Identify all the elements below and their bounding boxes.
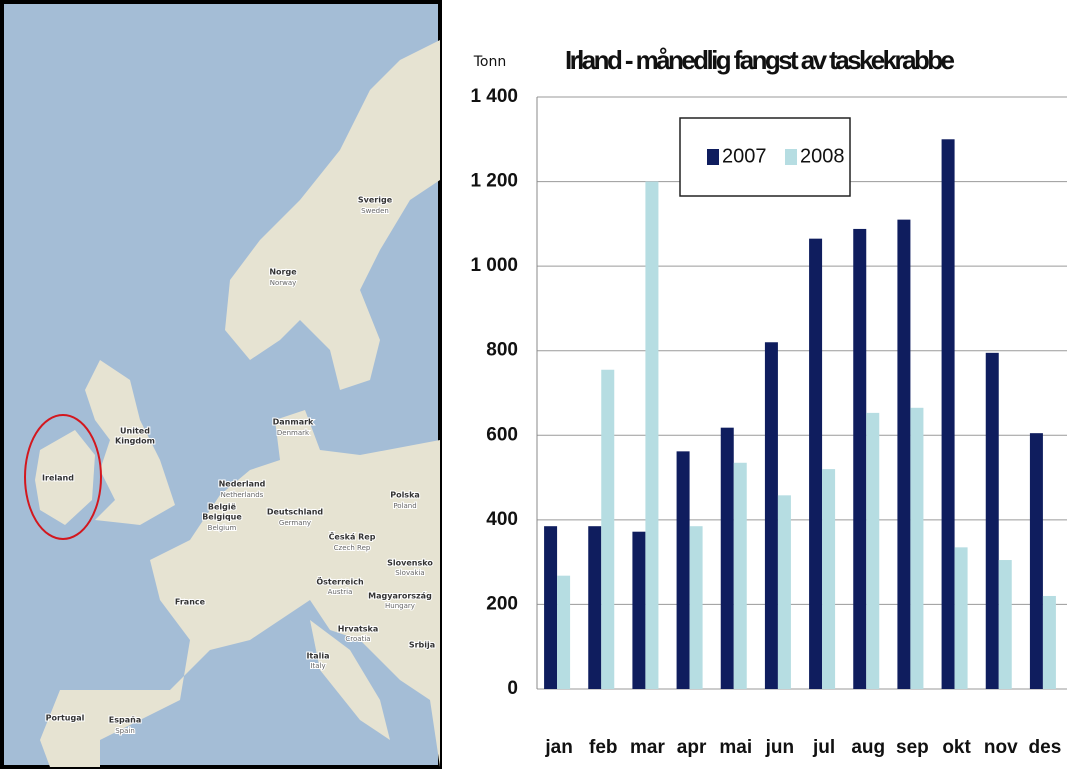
y-tick-label: 1 000 — [470, 255, 518, 276]
bar — [955, 547, 968, 689]
bar — [632, 532, 645, 689]
bar — [690, 526, 703, 689]
map-label: Nederland — [219, 480, 266, 489]
map-label: Norge — [269, 268, 297, 277]
bar — [601, 370, 614, 689]
chart-panel — [448, 2, 1073, 767]
legend-label: 2007 — [722, 145, 767, 167]
legend-label: 2008 — [800, 145, 845, 167]
page: {"map": {"labels": ["Sverige", "Sweden",… — [0, 0, 1075, 769]
x-tick-label: aug — [851, 737, 885, 758]
map-label: Germany — [279, 519, 311, 527]
bar — [1030, 433, 1043, 689]
map-label: Österreich — [316, 577, 364, 587]
map-label: Belgique — [202, 513, 242, 522]
map-label: Portugal — [46, 714, 85, 723]
map-label: Italy — [310, 662, 325, 670]
x-tick-label: sep — [896, 737, 929, 758]
bar — [734, 463, 747, 689]
x-tick-label: mar — [630, 737, 665, 758]
bar — [778, 495, 791, 689]
bar — [721, 428, 734, 689]
map-label: Ireland — [42, 474, 74, 483]
y-axis-label: Tonn — [473, 54, 506, 70]
map-label: Hungary — [385, 602, 415, 610]
map-label: Danmark — [273, 418, 314, 427]
chart-title: Irland - månedlig fangst av taskekrabbe — [565, 45, 955, 75]
x-tick-label: des — [1029, 737, 1062, 758]
bar — [544, 526, 557, 689]
y-tick-label: 0 — [507, 678, 518, 699]
bar — [588, 526, 601, 689]
bar — [677, 451, 690, 689]
map-label: España — [109, 716, 141, 725]
map-label: Sweden — [361, 207, 389, 215]
map-label: Poland — [393, 502, 416, 510]
map-label: Norway — [270, 279, 297, 287]
bar — [999, 560, 1012, 689]
bar — [866, 413, 879, 689]
y-tick-label: 1 400 — [470, 86, 518, 107]
bar — [645, 182, 658, 689]
bar — [910, 408, 923, 689]
x-tick-label: apr — [677, 737, 707, 758]
x-tick-label: jan — [544, 737, 572, 758]
bar — [942, 139, 955, 689]
map-label: Croatia — [345, 635, 370, 643]
y-tick-label: 200 — [486, 593, 518, 614]
map-label: Slovensko — [387, 559, 433, 568]
bar — [897, 220, 910, 689]
y-tick-label: 1 200 — [470, 171, 518, 192]
legend-swatch — [785, 149, 797, 165]
map-label: Sverige — [358, 196, 393, 205]
map-label: Czech Rep — [334, 544, 371, 552]
bar — [765, 342, 778, 689]
x-tick-label: nov — [984, 737, 1018, 758]
bar — [986, 353, 999, 689]
map-label: Česká Rep — [329, 531, 376, 542]
y-tick-label: 800 — [486, 340, 518, 361]
x-tick-label: mai — [719, 737, 752, 758]
map-label: Netherlands — [221, 491, 264, 499]
map-label: Denmark — [277, 429, 310, 437]
bar — [1043, 596, 1056, 689]
figure: Sverige Sweden Norge Norway UnitedKingdom Ire… — [0, 0, 1075, 769]
map-label: Deutschland — [267, 508, 324, 517]
map-label: Slovakia — [395, 569, 424, 577]
map-label: Polska — [390, 491, 420, 500]
x-tick-label: jun — [765, 737, 795, 758]
bar — [809, 239, 822, 689]
map-label: Srbija — [409, 641, 435, 650]
map-label: Hrvatska — [338, 625, 379, 634]
map-label: France — [175, 598, 206, 607]
y-tick-label: 600 — [486, 424, 518, 445]
x-tick-label: jul — [812, 737, 835, 758]
map-label: Kingdom — [115, 437, 155, 446]
bar — [822, 469, 835, 689]
map-label: Belgium — [208, 524, 237, 532]
x-tick-label: okt — [942, 737, 971, 758]
map-label: United — [120, 427, 150, 436]
map-label: Italia — [306, 652, 329, 661]
map-label: Magyarország — [368, 592, 432, 601]
map-label: België — [208, 503, 237, 512]
bar — [557, 576, 570, 689]
map-label: Austria — [328, 588, 353, 596]
y-tick-label: 400 — [486, 509, 518, 530]
x-tick-label: feb — [589, 737, 618, 758]
bar — [853, 229, 866, 689]
map-label: Spain — [115, 727, 135, 735]
legend-swatch — [707, 149, 719, 165]
